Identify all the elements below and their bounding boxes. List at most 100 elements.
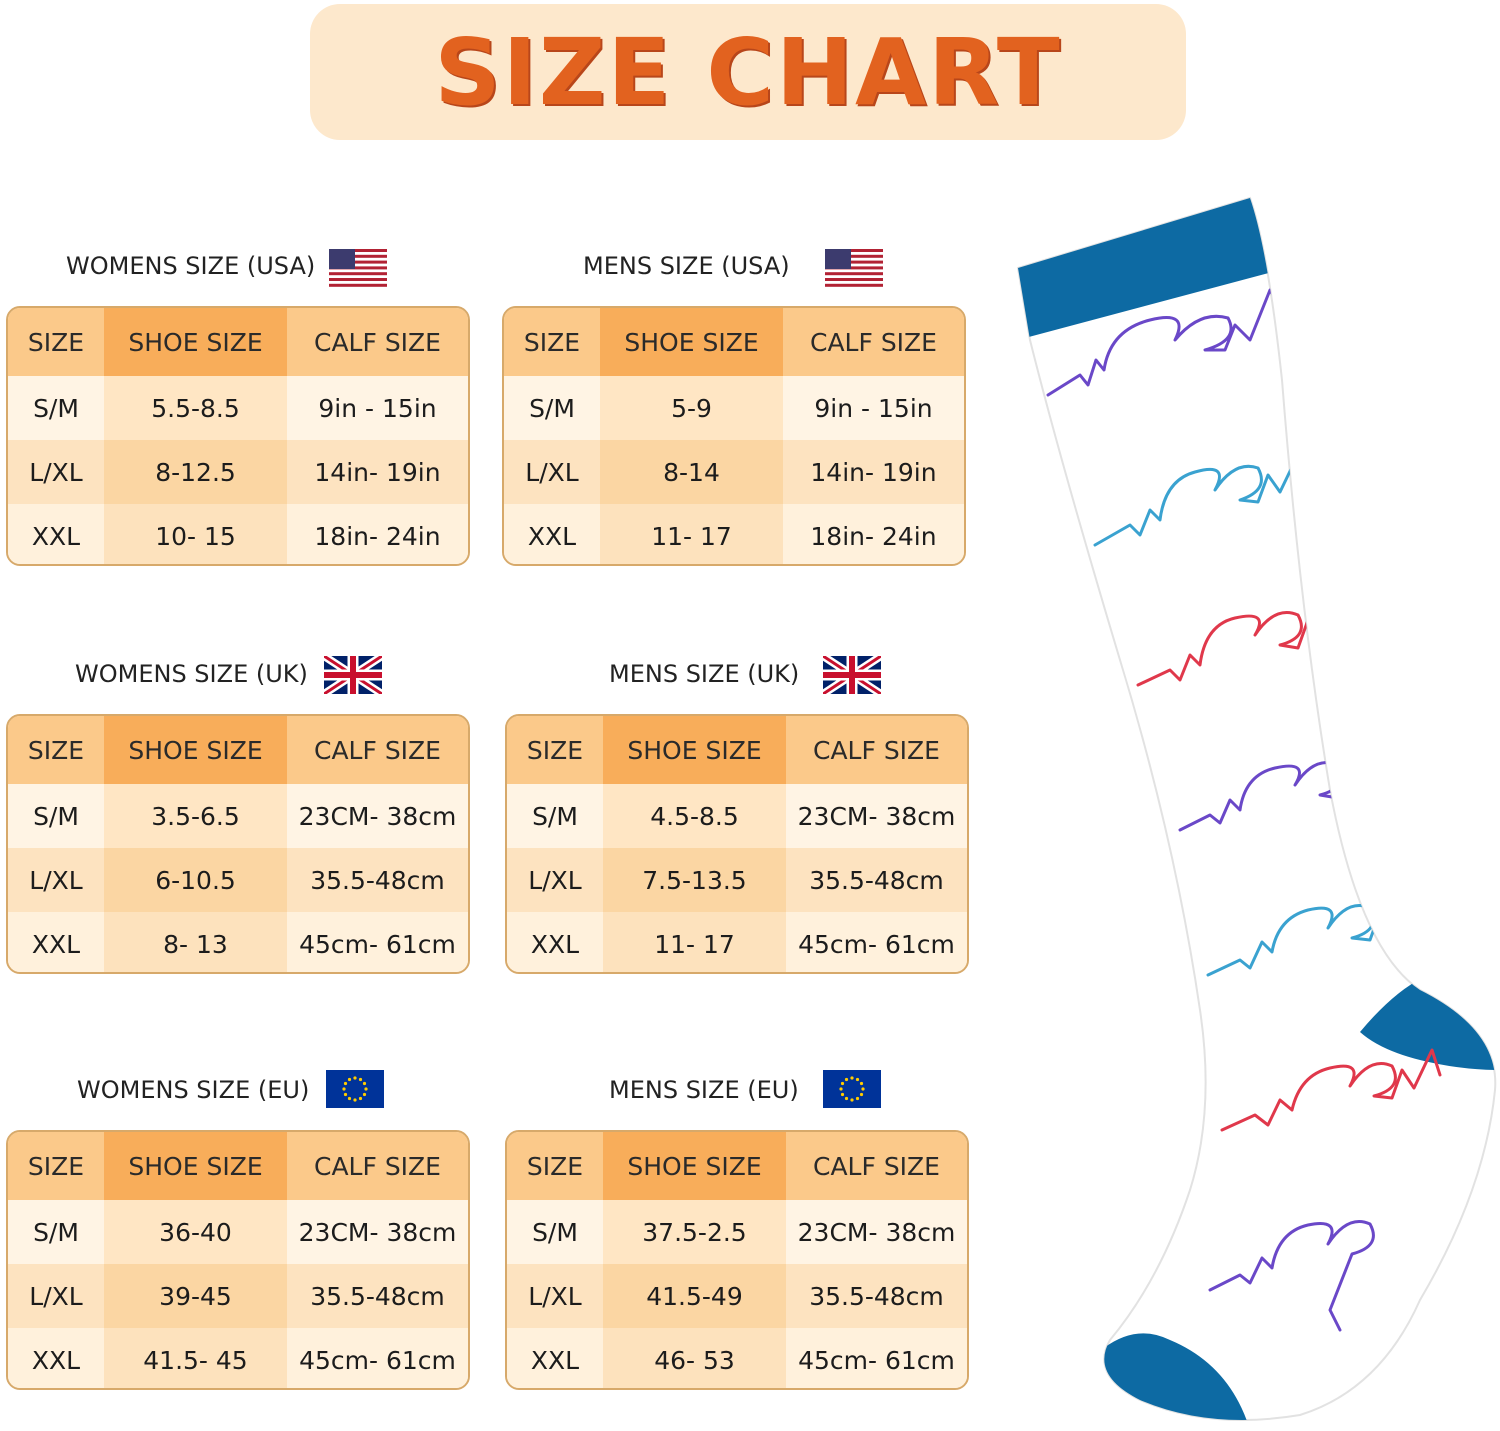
calf-size-cell: 45cm- 61cm xyxy=(287,1328,468,1388)
calf-size-cell: 45cm- 61cm xyxy=(786,1328,967,1388)
compression-sock-icon xyxy=(1016,196,1497,1421)
eu-flag-icon xyxy=(823,1070,881,1108)
table-row: L/XL 7.5-13.5 35.5-48cm xyxy=(507,848,967,912)
size-cell: L/XL xyxy=(8,1264,104,1328)
column-header-shoe-size: SHOE SIZE xyxy=(104,1132,287,1200)
shoe-size-cell: 8-14 xyxy=(600,440,783,504)
calf-size-cell: 45cm- 61cm xyxy=(287,912,468,972)
table-row: L/XL 41.5-49 35.5-48cm xyxy=(507,1264,967,1328)
uk-flag-icon xyxy=(324,656,382,694)
mens-uk-table: SIZE SHOE SIZE CALF SIZE S/M 4.5-8.5 23C… xyxy=(505,714,969,974)
mens-uk-title: MENS SIZE (UK) xyxy=(609,660,800,688)
calf-size-cell: 9in - 15in xyxy=(287,376,468,440)
mens-eu-title: MENS SIZE (EU) xyxy=(609,1076,799,1104)
size-cell: S/M xyxy=(507,1200,603,1264)
shoe-size-cell: 8-12.5 xyxy=(104,440,287,504)
column-header-size: SIZE xyxy=(8,308,104,376)
mens-usa-title: MENS SIZE (USA) xyxy=(583,252,790,280)
size-cell: L/XL xyxy=(507,848,603,912)
size-cell: S/M xyxy=(504,376,600,440)
table-row: L/XL 6-10.5 35.5-48cm xyxy=(8,848,468,912)
womens-usa-title: WOMENS SIZE (USA) xyxy=(66,252,316,280)
calf-size-cell: 35.5-48cm xyxy=(786,1264,967,1328)
size-cell: XXL xyxy=(8,912,104,972)
womens-eu-title: WOMENS SIZE (EU) xyxy=(77,1076,310,1104)
size-cell: S/M xyxy=(8,376,104,440)
womens-eu-table: SIZE SHOE SIZE CALF SIZE S/M 36-40 23CM-… xyxy=(6,1130,470,1390)
size-cell: XXL xyxy=(504,504,600,564)
column-header-size: SIZE xyxy=(8,716,104,784)
column-header-size: SIZE xyxy=(504,308,600,376)
shoe-size-cell: 37.5-2.5 xyxy=(603,1200,786,1264)
size-cell: XXL xyxy=(507,1328,603,1388)
size-cell: S/M xyxy=(8,1200,104,1264)
shoe-size-cell: 39-45 xyxy=(104,1264,287,1328)
table-row: S/M 5-9 9in - 15in xyxy=(504,376,964,440)
column-header-size: SIZE xyxy=(507,1132,603,1200)
column-header-shoe-size: SHOE SIZE xyxy=(600,308,783,376)
size-cell: XXL xyxy=(507,912,603,972)
size-cell: L/XL xyxy=(507,1264,603,1328)
shoe-size-cell: 5-9 xyxy=(600,376,783,440)
mens-usa-table: SIZE SHOE SIZE CALF SIZE S/M 5-9 9in - 1… xyxy=(502,306,966,566)
usa-flag-icon xyxy=(825,249,883,287)
uk-flag-icon xyxy=(823,656,881,694)
calf-size-cell: 35.5-48cm xyxy=(786,848,967,912)
shoe-size-cell: 10- 15 xyxy=(104,504,287,564)
shoe-size-cell: 46- 53 xyxy=(603,1328,786,1388)
column-header-shoe-size: SHOE SIZE xyxy=(603,1132,786,1200)
size-chart-banner: SIZE CHART xyxy=(310,4,1186,140)
calf-size-cell: 23CM- 38cm xyxy=(287,1200,468,1264)
womens-uk-title: WOMENS SIZE (UK) xyxy=(75,660,308,688)
shoe-size-cell: 5.5-8.5 xyxy=(104,376,287,440)
shoe-size-cell: 6-10.5 xyxy=(104,848,287,912)
column-header-size: SIZE xyxy=(8,1132,104,1200)
column-header-calf-size: CALF SIZE xyxy=(786,1132,967,1200)
shoe-size-cell: 41.5-49 xyxy=(603,1264,786,1328)
calf-size-cell: 23CM- 38cm xyxy=(786,1200,967,1264)
table-row: XXL 11- 17 18in- 24in xyxy=(504,504,964,564)
column-header-calf-size: CALF SIZE xyxy=(287,308,468,376)
size-cell: L/XL xyxy=(8,440,104,504)
table-row: S/M 4.5-8.5 23CM- 38cm xyxy=(507,784,967,848)
column-header-shoe-size: SHOE SIZE xyxy=(603,716,786,784)
table-row: L/XL 8-14 14in- 19in xyxy=(504,440,964,504)
column-header-shoe-size: SHOE SIZE xyxy=(104,716,287,784)
table-row: XXL 10- 15 18in- 24in xyxy=(8,504,468,564)
table-row: S/M 36-40 23CM- 38cm xyxy=(8,1200,468,1264)
womens-usa-table: SIZE SHOE SIZE CALF SIZE S/M 5.5-8.5 9in… xyxy=(6,306,470,566)
table-row: XXL 46- 53 45cm- 61cm xyxy=(507,1328,967,1388)
column-header-calf-size: CALF SIZE xyxy=(783,308,964,376)
calf-size-cell: 35.5-48cm xyxy=(287,1264,468,1328)
calf-size-cell: 14in- 19in xyxy=(783,440,964,504)
shoe-size-cell: 4.5-8.5 xyxy=(603,784,786,848)
table-row: XXL 11- 17 45cm- 61cm xyxy=(507,912,967,972)
column-header-calf-size: CALF SIZE xyxy=(287,1132,468,1200)
table-row: S/M 5.5-8.5 9in - 15in xyxy=(8,376,468,440)
page-title: SIZE CHART xyxy=(434,18,1062,126)
calf-size-cell: 14in- 19in xyxy=(287,440,468,504)
shoe-size-cell: 8- 13 xyxy=(104,912,287,972)
column-header-calf-size: CALF SIZE xyxy=(786,716,967,784)
table-row: L/XL 8-12.5 14in- 19in xyxy=(8,440,468,504)
shoe-size-cell: 3.5-6.5 xyxy=(104,784,287,848)
size-cell: S/M xyxy=(8,784,104,848)
table-row: S/M 37.5-2.5 23CM- 38cm xyxy=(507,1200,967,1264)
column-header-size: SIZE xyxy=(507,716,603,784)
womens-uk-table: SIZE SHOE SIZE CALF SIZE S/M 3.5-6.5 23C… xyxy=(6,714,470,974)
table-row: XXL 8- 13 45cm- 61cm xyxy=(8,912,468,972)
size-cell: XXL xyxy=(8,504,104,564)
calf-size-cell: 35.5-48cm xyxy=(287,848,468,912)
calf-size-cell: 18in- 24in xyxy=(783,504,964,564)
column-header-shoe-size: SHOE SIZE xyxy=(104,308,287,376)
shoe-size-cell: 7.5-13.5 xyxy=(603,848,786,912)
size-cell: S/M xyxy=(507,784,603,848)
shoe-size-cell: 11- 17 xyxy=(600,504,783,564)
table-row: L/XL 39-45 35.5-48cm xyxy=(8,1264,468,1328)
calf-size-cell: 9in - 15in xyxy=(783,376,964,440)
shoe-size-cell: 36-40 xyxy=(104,1200,287,1264)
column-header-calf-size: CALF SIZE xyxy=(287,716,468,784)
calf-size-cell: 23CM- 38cm xyxy=(287,784,468,848)
size-cell: XXL xyxy=(8,1328,104,1388)
shoe-size-cell: 11- 17 xyxy=(603,912,786,972)
